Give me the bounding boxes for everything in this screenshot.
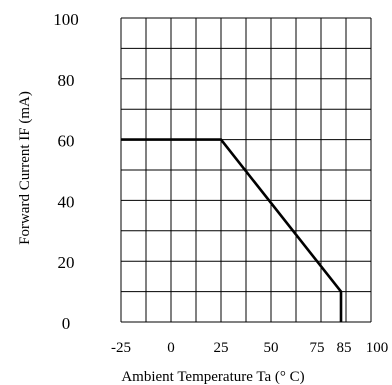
y-tick-label: 60 <box>58 132 75 151</box>
y-tick-label: 80 <box>58 71 75 90</box>
y-tick-label: 100 <box>53 10 79 29</box>
y-tick-label: 40 <box>58 192 75 211</box>
x-tick-label: 25 <box>214 340 229 356</box>
x-tick-label: 50 <box>264 340 279 356</box>
series-layer <box>121 138 343 322</box>
x-tick-labels: -25 0 25 50 75 85 100 <box>111 340 388 356</box>
x-tick-label: 0 <box>167 340 175 356</box>
y-tick-labels: 0 20 40 60 80 100 <box>53 10 79 333</box>
x-tick-label: 75 <box>310 340 325 356</box>
x-tick-label: 100 <box>366 340 389 356</box>
x-tick-label: -25 <box>111 340 131 356</box>
x-axis-label: Ambient Temperature Ta (° C) <box>121 369 304 385</box>
y-tick-label: 20 <box>58 253 75 272</box>
x-tick-label: 85 <box>337 340 352 356</box>
derating-curve <box>121 138 343 322</box>
y-tick-label: 0 <box>62 314 71 333</box>
y-axis-label: Forward Current IF (mA) <box>17 91 33 245</box>
